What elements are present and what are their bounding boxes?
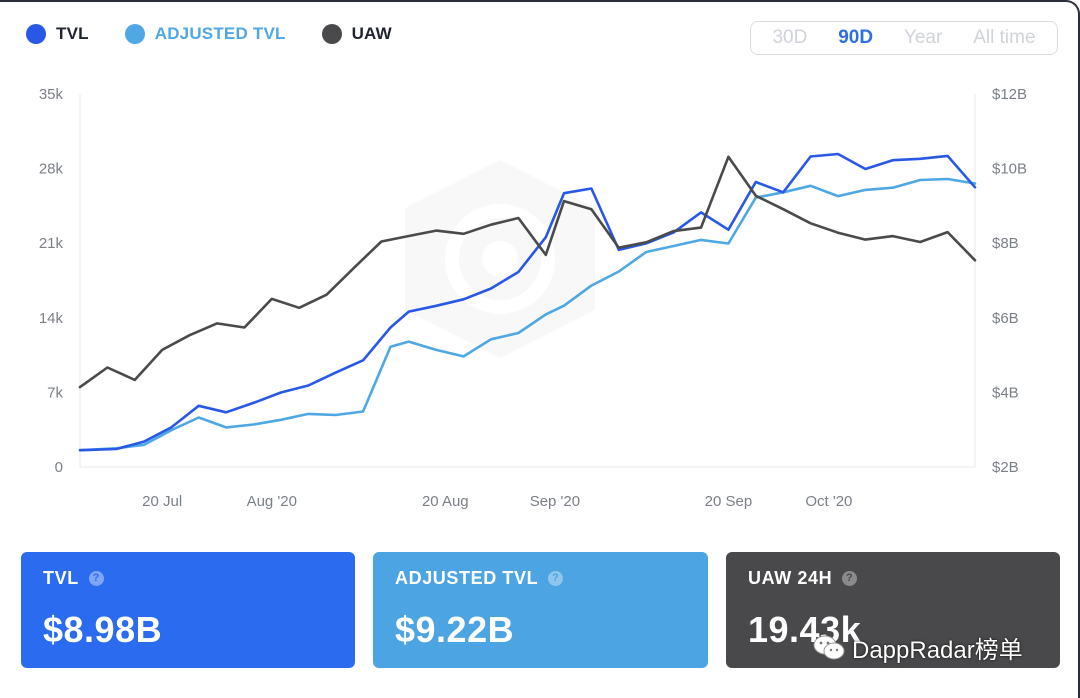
legend-item-adjusted-tvl[interactable]: ADJUSTED TVL [124,24,286,44]
y-axis-right: $2B $4B $6B $8B $10B $12B [992,86,1027,476]
x-tick-label: 20 Sep [705,493,753,510]
adjusted-tvl-card-title: ADJUSTED TVL [395,568,539,588]
help-icon[interactable]: ? [88,571,104,586]
x-tick-label: 20 Aug [422,493,469,510]
series-line-uaw [78,155,977,389]
tvl-card-value: $8.98B [43,609,163,650]
series-line-adjusted-tvl [78,177,977,452]
help-icon[interactable]: ? [548,571,564,586]
y-left-tick-label: 35k [39,86,64,103]
line-chart: 0 7k 14k 21k 28k 35k $2B $4B $6B $8B $10B $12B 20 … [39,86,1027,510]
watermark-text: DappRadar榜单 [852,637,1023,664]
legend-label: UAW [351,24,392,43]
range-button-90d[interactable]: 90D [838,27,874,48]
y-left-tick-label: 21k [39,235,64,252]
card-title: UAW 24H ? [748,568,1038,589]
y-left-tick-label: 0 [55,459,63,476]
wechat-icon [813,635,845,659]
uaw-card-value: 19.43k [748,609,862,650]
x-tick-label: Sep '20 [530,493,580,510]
help-icon[interactable]: ? [842,571,858,586]
card-title: ADJUSTED TVL ? [395,568,686,589]
legend-label: ADJUSTED TVL [154,24,286,43]
adjusted-tvl-card-value: $9.22B [395,609,515,650]
uaw-card: UAW 24H ? 19.43k [726,552,1060,668]
x-tick-label: Oct '20 [805,493,852,510]
legend-label: TVL [56,24,89,43]
legend-dot-adjusted-tvl [124,24,145,44]
legend-dot-uaw [321,24,342,44]
y-left-tick-label: 14k [39,310,64,327]
legend-item-tvl[interactable]: TVL [26,24,89,44]
range-button-year[interactable]: Year [903,27,943,48]
series-layer [78,152,977,452]
wechat-watermark: DappRadar榜单 [812,630,1023,665]
y-right-tick-label: $10B [992,161,1027,178]
tvl-card-title: TVL [43,568,79,588]
y-axis-left: 0 7k 14k 21k 28k 35k [39,86,64,476]
uaw-card-title: UAW 24H [748,568,833,588]
chart-legend: TVL ADJUSTED TVL UAW [26,24,428,44]
y-right-tick-label: $12B [992,86,1027,103]
chart-watermark-logo [405,160,595,358]
legend-item-uaw[interactable]: UAW [321,24,392,44]
x-axis: 20 Jul Aug '20 20 Aug Sep '20 20 Sep Oct '20 [142,493,852,510]
y-right-tick-label: $2B [992,459,1019,476]
time-range-selector: 30D 90D Year All time [750,21,1058,55]
range-button-all-time[interactable]: All time [973,27,1036,48]
x-tick-label: 20 Jul [142,493,182,510]
y-left-tick-label: 28k [39,161,64,178]
series-line-tvl [78,152,977,452]
legend-dot-tvl [26,24,46,44]
adjusted-tvl-card: ADJUSTED TVL ? $9.22B [373,552,708,668]
tvl-card: TVL ? $8.98B [21,552,355,668]
y-right-tick-label: $8B [992,235,1019,252]
card-title: TVL ? [43,568,333,589]
y-right-tick-label: $6B [992,310,1019,327]
y-left-tick-label: 7k [47,384,63,401]
y-right-tick-label: $4B [992,384,1019,401]
range-button-30d[interactable]: 30D [772,27,808,48]
x-tick-label: Aug '20 [247,493,297,510]
